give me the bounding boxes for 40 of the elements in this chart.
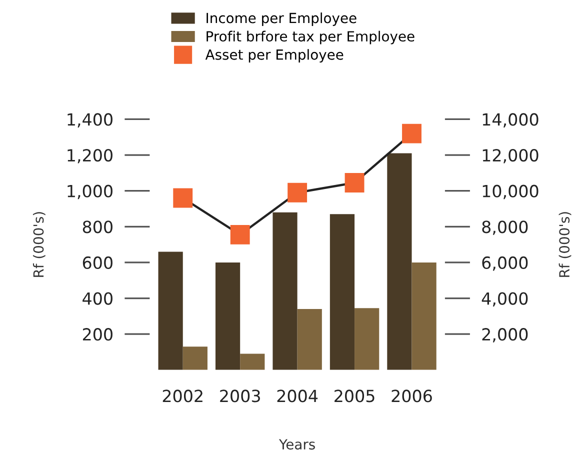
x-tick-label: 2004	[277, 390, 318, 402]
point	[402, 124, 422, 144]
bar	[240, 354, 265, 370]
y2-tick-label: 10,000	[482, 184, 538, 200]
y2-tick-label: 6,000	[482, 256, 528, 271]
x-axis-title: Years	[278, 439, 315, 450]
legend-label: Profit brfore tax per Employee	[206, 30, 414, 44]
y2-axis-title: Rf (000's)	[558, 212, 572, 277]
point	[173, 188, 193, 208]
y2-tick-label: 8,000	[482, 220, 528, 235]
y2-tick-label: 12,000	[482, 148, 538, 164]
y2-tick-label: 4,000	[482, 292, 528, 307]
y-tick-label: 1,000	[68, 184, 112, 200]
point	[288, 182, 308, 202]
y-tick-label: 1,400	[68, 113, 112, 128]
bar	[272, 212, 298, 370]
y-tick-label: 400	[82, 292, 112, 305]
x-tick-label: 2003	[220, 390, 260, 402]
legend-label: Income per Employee	[206, 12, 356, 26]
y2-tick-label: 2,000	[482, 328, 528, 342]
bar	[297, 309, 322, 370]
x-tick-label: 2006	[392, 390, 432, 402]
bar	[330, 214, 355, 370]
legend-label: Asset per Employee	[205, 49, 344, 63]
bar	[412, 262, 436, 370]
x-tick-label: 2005	[334, 390, 374, 402]
point	[230, 224, 250, 244]
bar	[387, 153, 412, 370]
x-tick-label: 2002	[162, 390, 202, 402]
y-tick-label: 1,200	[68, 148, 112, 164]
y-tick-label: 600	[82, 256, 112, 270]
y2-tick-label: 14,000	[482, 113, 538, 128]
point	[344, 173, 364, 193]
bar	[158, 252, 183, 370]
y-tick-label: 800	[82, 220, 112, 234]
y-tick-label: 200	[82, 328, 112, 341]
bar	[215, 262, 240, 370]
y-axis-title: Rf (000's)	[32, 212, 46, 277]
bar	[182, 346, 208, 370]
bar	[354, 308, 380, 370]
